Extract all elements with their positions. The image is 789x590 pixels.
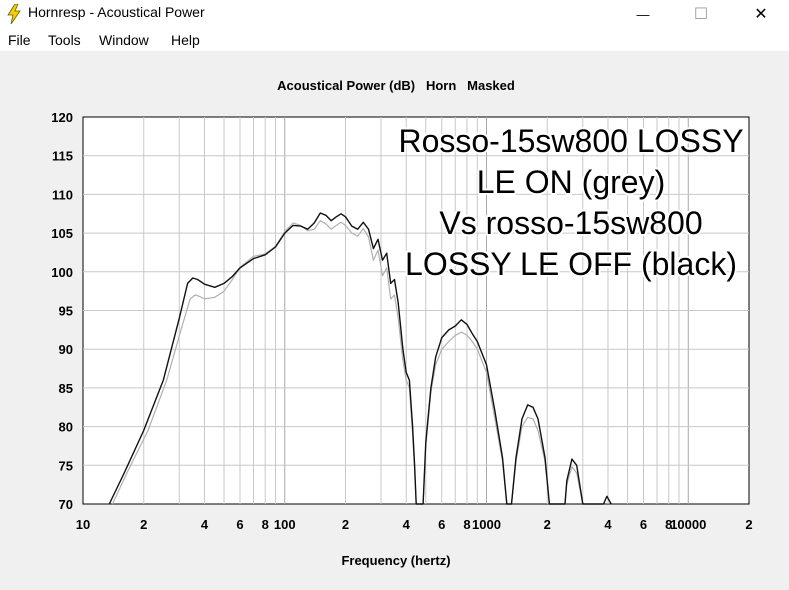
x-tick-label-6: 2 xyxy=(342,517,349,532)
menu-file[interactable]: File xyxy=(8,32,31,48)
y-tick-label-8: 110 xyxy=(52,187,73,202)
minimize-button[interactable]: — xyxy=(620,0,666,28)
y-tick-label-7: 105 xyxy=(51,226,73,241)
y-tick-label-4: 90 xyxy=(59,342,73,357)
x-tick-label-7: 4 xyxy=(403,517,411,532)
x-tick-label-9: 8 xyxy=(463,517,470,532)
x-axis-label: Frequency (hertz) xyxy=(341,553,450,568)
chart-title: Acoustical Power (dB) Horn Masked xyxy=(277,78,515,93)
x-tick-label-4: 8 xyxy=(262,517,269,532)
x-tick-label-12: 4 xyxy=(604,517,612,532)
close-button[interactable]: ✕ xyxy=(738,0,784,28)
x-tick-label-11: 2 xyxy=(544,517,551,532)
minimize-icon: — xyxy=(636,6,650,22)
y-tick-label-5: 95 xyxy=(59,304,73,319)
x-tick-label-13: 6 xyxy=(640,517,647,532)
annotation-line-1: LE ON (grey) xyxy=(477,164,665,200)
y-tick-label-9: 115 xyxy=(52,149,73,164)
series-black-line xyxy=(108,212,612,505)
x-tick-label-8: 6 xyxy=(438,517,445,532)
annotation-line-2: Vs rosso-15sw800 xyxy=(439,205,702,241)
window-title: Hornresp - Acoustical Power xyxy=(28,4,205,20)
y-tick-label-3: 85 xyxy=(59,381,73,396)
x-tick-label-0: 10 xyxy=(76,517,90,532)
menu-help[interactable]: Help xyxy=(171,32,200,48)
y-tick-label-6: 100 xyxy=(51,265,73,280)
acoustical-power-chart: Acoustical Power (dB) Horn Masked 70 75 80… xyxy=(51,78,753,568)
x-tick-label-5: 100 xyxy=(274,517,296,532)
close-icon: ✕ xyxy=(754,6,768,23)
x-tick-label-3: 6 xyxy=(236,517,243,532)
menu-window[interactable]: Window xyxy=(99,32,149,48)
y-tick-label-1: 75 xyxy=(59,458,73,473)
chart-window-client: Acoustical Power (dB) Horn Masked 70 75 80… xyxy=(0,51,789,590)
y-tick-label-2: 80 xyxy=(59,420,73,435)
annotation-line-3: LOSSY LE OFF (black) xyxy=(405,246,737,282)
annotation-text: Rosso-15sw800 LOSSY LE ON (grey) Vs rosso-… xyxy=(396,121,745,284)
y-tick-label-10: 120 xyxy=(51,110,73,125)
y-tick-labels: 70 75 80 85 90 95 100 105 110 115 120 xyxy=(51,110,73,512)
annotation-line-0: Rosso-15sw800 LOSSY xyxy=(398,123,743,159)
menu-bar: File Tools Window Help xyxy=(0,29,789,51)
y-tick-label-0: 70 xyxy=(59,497,73,512)
x-tick-label-1: 2 xyxy=(140,517,147,532)
maximize-button[interactable]: ☐ xyxy=(678,0,724,28)
menu-tools[interactable]: Tools xyxy=(48,32,81,48)
title-bar[interactable]: Hornresp - Acoustical Power — ☐ ✕ xyxy=(0,0,789,28)
x-tick-label-14: 8 xyxy=(665,517,672,532)
lightning-bolt-shape xyxy=(7,4,21,24)
x-tick-label-10: 1000 xyxy=(472,517,501,532)
lightning-icon xyxy=(7,4,21,24)
maximize-icon: ☐ xyxy=(693,6,709,23)
x-tick-label-15: 10000 xyxy=(670,517,706,532)
x-tick-label-16: 2 xyxy=(745,517,752,532)
x-tick-label-2: 4 xyxy=(201,517,209,532)
series-lines xyxy=(108,212,612,505)
